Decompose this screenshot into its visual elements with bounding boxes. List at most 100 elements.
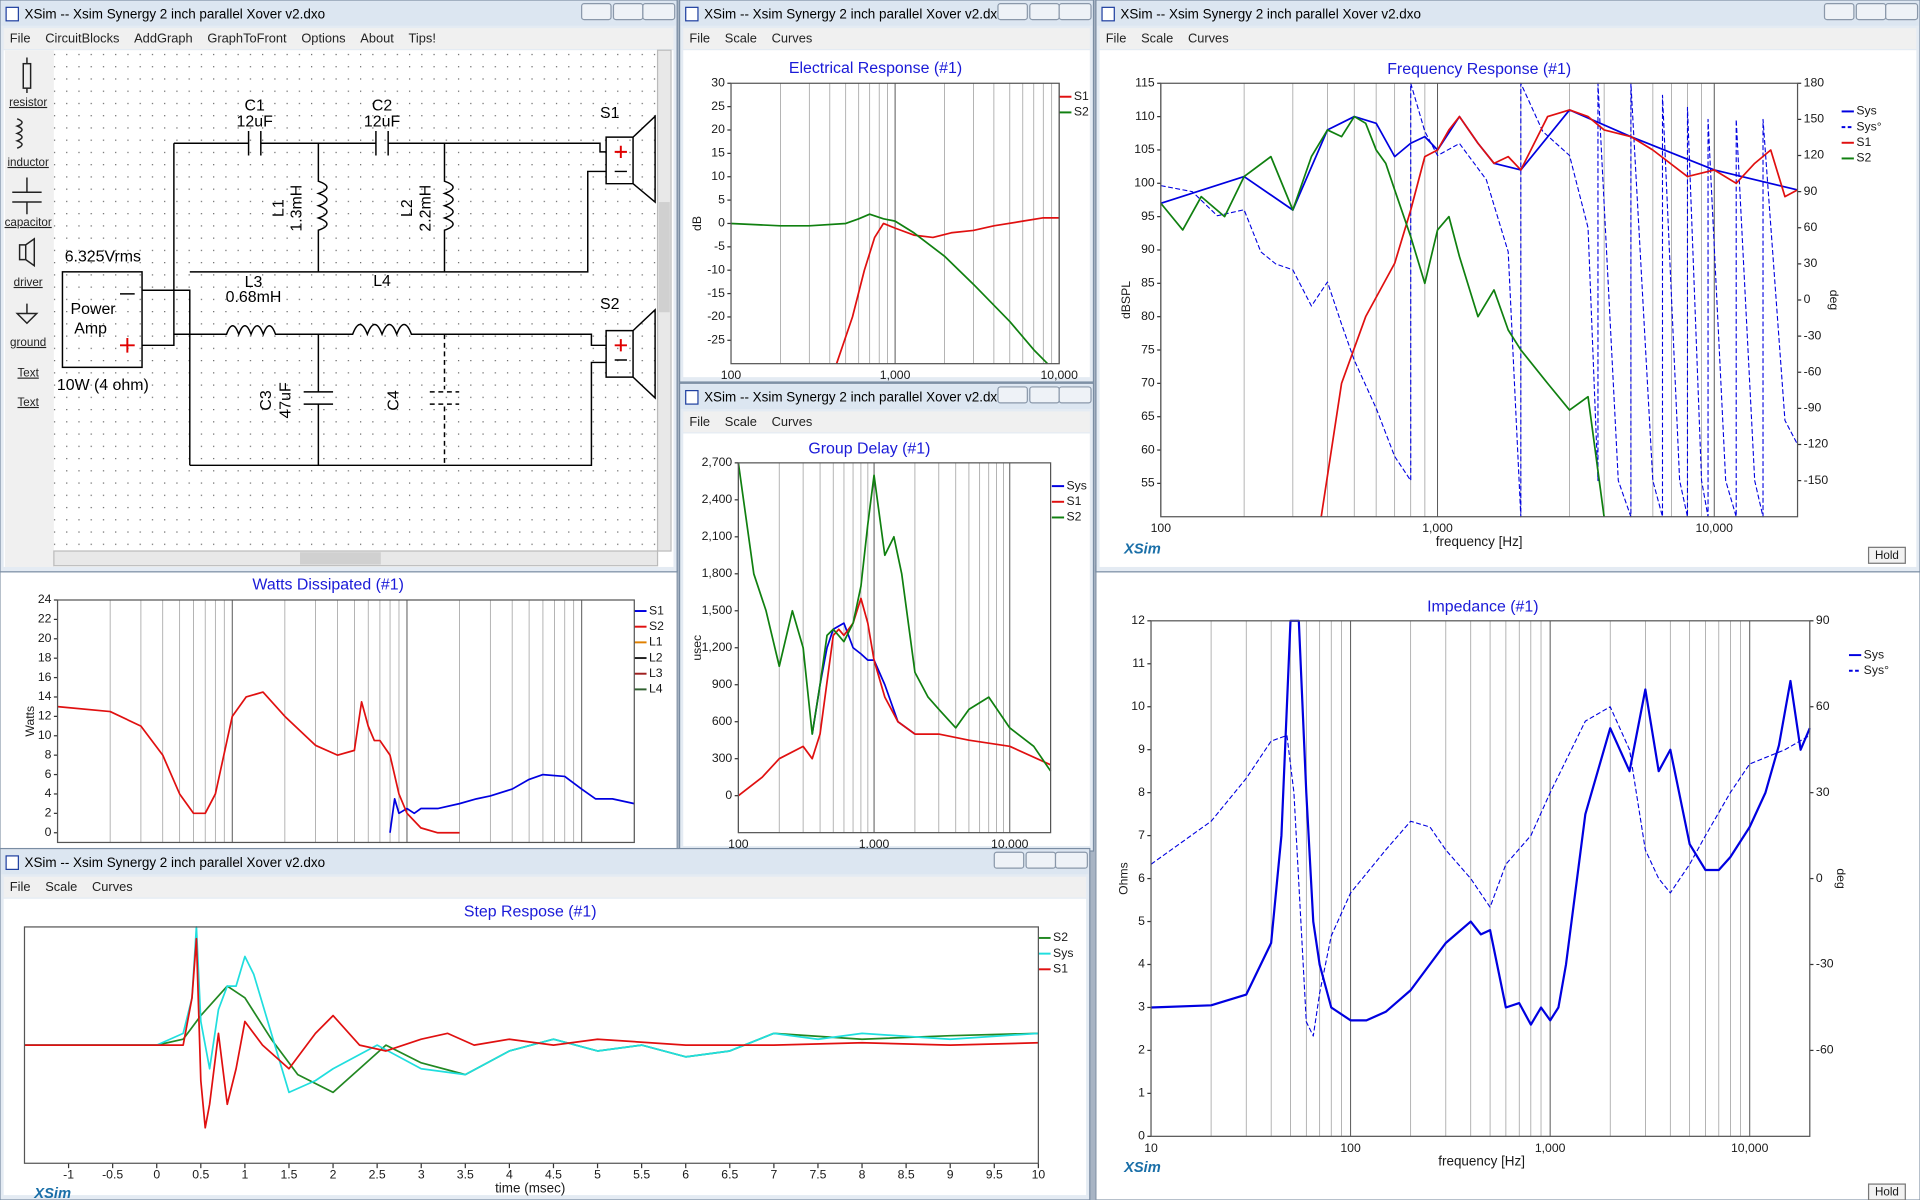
menu-item[interactable]: Curves — [772, 414, 813, 429]
x-tick-label: 100 — [721, 368, 742, 382]
menu-item[interactable]: Tips! — [409, 31, 436, 46]
y-tick-label: 0 — [45, 825, 52, 839]
x-tick-label: 6 — [682, 1168, 689, 1182]
tool-label[interactable]: driver — [14, 276, 43, 289]
plot-area — [1160, 83, 1798, 517]
minimize-button[interactable] — [993, 851, 1025, 869]
hold-button[interactable] — [1867, 1183, 1906, 1200]
y2-tick-label: 0 — [1804, 292, 1811, 306]
x-tick-label: -0.5 — [102, 1168, 123, 1182]
y-tick-label: 60 — [1141, 442, 1155, 456]
tool-label[interactable]: Text — [17, 367, 39, 380]
x-tick-label: 100 — [1151, 521, 1172, 535]
y-axis-label: Watts — [23, 706, 37, 737]
menu-item[interactable]: Scale — [725, 31, 757, 46]
plot-frame — [56, 599, 635, 844]
x-tick-label: 9.5 — [986, 1168, 1003, 1182]
maximize-button[interactable] — [1855, 3, 1887, 21]
y-tick-label: 105 — [1134, 142, 1155, 156]
app-icon — [685, 6, 699, 22]
electrical-window: XSim -- Xsim Synergy 2 inch parallel Xov… — [678, 0, 1095, 383]
series-line — [1150, 619, 1811, 1026]
watermark: XSim — [1123, 1160, 1161, 1176]
window-title: XSim -- Xsim Synergy 2 inch parallel Xov… — [1120, 6, 1421, 21]
menu-item[interactable]: Scale — [45, 879, 77, 894]
legend-label: S2 — [1067, 510, 1082, 524]
y-tick-label: 75 — [1141, 342, 1155, 356]
label: S2 — [600, 296, 620, 313]
x-tick-label: 7.5 — [809, 1168, 826, 1182]
tool-label[interactable]: resistor — [9, 96, 47, 109]
menu-item[interactable]: File — [689, 31, 710, 46]
plot-frame — [1150, 620, 1811, 1137]
maximize-button[interactable] — [1029, 386, 1060, 404]
maximize-button[interactable] — [612, 3, 644, 21]
menu-item[interactable]: CircuitBlocks — [45, 31, 119, 46]
minimize-button[interactable] — [997, 386, 1028, 404]
y-tick-label: 8 — [1138, 785, 1145, 799]
x-tick-label: 5 — [594, 1168, 601, 1182]
title-bar — [1, 849, 1089, 875]
menu-item[interactable]: Curves — [92, 879, 133, 894]
plot-frame — [737, 462, 1052, 834]
tool-label[interactable]: Text — [17, 396, 39, 409]
canvas — [53, 50, 658, 552]
watermark: XSim — [1123, 542, 1161, 558]
menu-item[interactable]: File — [10, 31, 31, 46]
menu-item[interactable]: File — [1106, 31, 1127, 46]
maximize-button[interactable] — [1025, 851, 1057, 869]
legend-label: Sys — [1053, 946, 1073, 960]
label: C1 — [245, 98, 265, 115]
y-tick-label: 15 — [711, 146, 725, 160]
y-axis-label: Ohms — [1116, 862, 1130, 895]
menu-item[interactable]: Curves — [1188, 31, 1229, 46]
hold-button[interactable] — [1867, 546, 1906, 564]
x-tick-label: 100 — [1340, 1141, 1361, 1155]
y-tick-label: -25 — [707, 333, 725, 347]
y-tick-label: 4 — [45, 786, 52, 800]
close-button[interactable] — [642, 3, 676, 21]
close-button[interactable] — [1054, 851, 1088, 869]
menu-item[interactable]: Scale — [725, 414, 757, 429]
minimize-button[interactable] — [997, 3, 1028, 21]
close-button[interactable] — [1885, 3, 1919, 21]
close-button[interactable] — [1058, 3, 1092, 21]
menu-item[interactable]: About — [360, 31, 394, 46]
menu-item[interactable]: File — [10, 879, 31, 894]
menu-item[interactable]: File — [689, 414, 710, 429]
menu-item[interactable]: Curves — [772, 31, 813, 46]
minimize-button[interactable] — [581, 3, 612, 21]
maximize-button[interactable] — [1029, 3, 1060, 21]
label: L2 — [399, 199, 416, 217]
y-tick-label: 8 — [45, 747, 52, 761]
tool-label[interactable]: ground — [10, 336, 46, 349]
y-tick-label: 80 — [1141, 309, 1155, 323]
tool-label[interactable]: inductor — [7, 156, 48, 169]
x-tick-label: 10 — [1144, 1141, 1158, 1155]
series-line — [1150, 706, 1811, 1037]
x-tick-label: 4.5 — [545, 1168, 562, 1182]
menu-bar — [683, 411, 1090, 433]
label: Power — [71, 301, 117, 318]
menu-item[interactable]: GraphToFront — [207, 31, 287, 46]
plot-area — [1151, 620, 1810, 1137]
x-tick-label: 3.5 — [457, 1168, 474, 1182]
tool-label[interactable]: capacitor — [5, 216, 52, 229]
label: 1.3mH — [289, 185, 306, 232]
y-tick-label: 20 — [38, 631, 52, 645]
menu-item[interactable]: Scale — [1141, 31, 1173, 46]
impedance-window: 10 100 1,000 10,00012111098765432109060300-… — [1095, 565, 1920, 1200]
hold-button-label[interactable]: Hold — [1875, 549, 1899, 562]
app-icon — [1101, 6, 1115, 22]
minimize-button[interactable] — [1823, 3, 1855, 21]
y-tick-label: 30 — [711, 75, 725, 89]
y-tick-label: 115 — [1135, 75, 1155, 89]
tool-icons — [12, 57, 42, 325]
menu-item[interactable]: AddGraph — [134, 31, 193, 46]
y-tick-label: 10 — [1131, 699, 1145, 713]
menu-item[interactable]: Options — [301, 31, 345, 46]
x-tick-label: 9 — [947, 1168, 954, 1182]
close-button[interactable] — [1058, 386, 1092, 404]
hold-button-label[interactable]: Hold — [1875, 1186, 1899, 1199]
